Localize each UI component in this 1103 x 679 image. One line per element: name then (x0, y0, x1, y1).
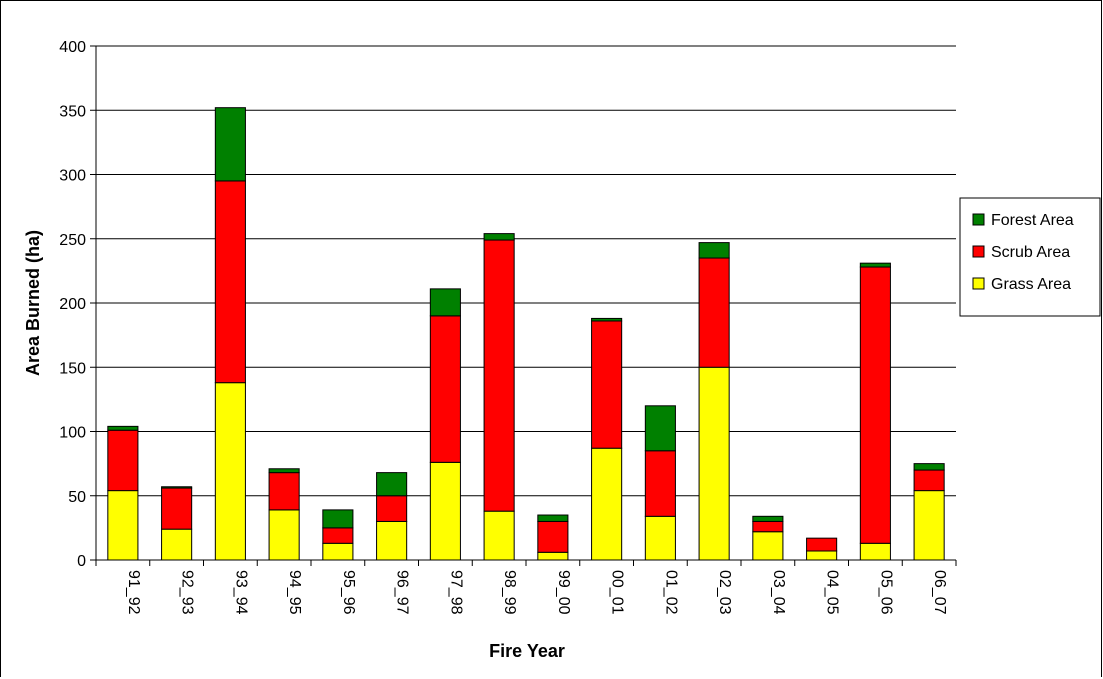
bar-segment (913, 463, 945, 471)
x-tick-label: 97_98 (447, 570, 464, 615)
legend-swatch (972, 213, 985, 226)
tick-labels: 0 50 100 150 200 250 300 350 400 91_92 92_93 93_94 9… (59, 39, 948, 615)
x-tick-label: 02_03 (716, 570, 733, 615)
x-tick-label: 92_93 (179, 570, 196, 615)
x-tick-label: 99_00 (555, 570, 572, 615)
bar-segment (429, 461, 461, 561)
bar-segment (859, 262, 891, 268)
bar-segment (161, 528, 193, 561)
x-tick-label: 91_92 (125, 570, 142, 615)
bar-segment (752, 520, 784, 533)
legend-label: Forest Area (991, 212, 1074, 229)
bar-segment (752, 515, 784, 522)
y-tick-label: 400 (59, 39, 86, 56)
bar-segment (214, 107, 246, 182)
bar-segment (859, 266, 891, 544)
bar-segment (537, 514, 569, 522)
legend-label: Scrub Area (991, 244, 1070, 261)
y-tick-label: 50 (68, 489, 86, 506)
bar-segment (107, 425, 139, 431)
x-tick-label: 03_04 (770, 570, 787, 615)
y-tick-label: 100 (59, 425, 86, 442)
bar-segment (698, 366, 730, 561)
bar-segment (483, 239, 515, 512)
x-tick-label: 96_97 (394, 570, 411, 615)
bar-segment (806, 550, 838, 561)
bar-segment (537, 551, 569, 561)
y-axis-title: Area Burned (ha) (23, 230, 43, 376)
bar-segment (806, 537, 838, 552)
bar-segment (644, 405, 676, 452)
y-tick-label: 350 (59, 103, 86, 120)
bar-segment (913, 469, 945, 492)
legend: Forest Area Scrub Area Grass Area (959, 197, 1101, 317)
bar-segment (644, 515, 676, 561)
bar-segment (698, 257, 730, 368)
bar-segment (322, 542, 354, 561)
bar-segment (483, 233, 515, 241)
bar-segment (644, 450, 676, 517)
legend-label: Grass Area (991, 276, 1071, 293)
x-tick-label: 98_99 (501, 570, 518, 615)
y-tick-label: 0 (77, 553, 86, 570)
bar-segment (376, 472, 408, 497)
bar-segment (591, 320, 623, 449)
bar-segment (268, 509, 300, 561)
bar-segment (322, 527, 354, 544)
bar-segment (483, 510, 515, 561)
bar-segment (214, 180, 246, 384)
x-tick-label: 06_07 (931, 570, 948, 615)
bar-segment (376, 495, 408, 522)
y-tick-label: 250 (59, 232, 86, 249)
bar-segment (322, 509, 354, 529)
y-tick-label: 150 (59, 360, 86, 377)
bar-segment (214, 382, 246, 561)
x-tick-label: 05_06 (877, 570, 894, 615)
bars (107, 107, 945, 561)
bar-segment (859, 542, 891, 561)
x-tick-label: 04_05 (824, 570, 841, 615)
bar-segment (268, 472, 300, 511)
x-tick-label: 00_01 (609, 570, 626, 615)
legend-swatch (972, 277, 985, 290)
bar-segment (268, 468, 300, 474)
bar-segment (376, 520, 408, 561)
y-tick-label: 300 (59, 168, 86, 185)
bar-segment (429, 315, 461, 463)
bar-segment (429, 288, 461, 317)
bar-segment (591, 447, 623, 561)
x-tick-label: 01_02 (662, 570, 679, 615)
bar-segment (698, 242, 730, 259)
axes (95, 46, 957, 566)
legend-swatch (972, 245, 985, 258)
x-tick-label: 94_95 (286, 570, 303, 615)
x-axis-title: Fire Year (489, 641, 565, 661)
bar-segment (107, 490, 139, 561)
bar-segment (161, 487, 193, 530)
bar-segment (537, 520, 569, 553)
bar-segment (591, 317, 623, 322)
x-tick-label: 93_94 (232, 570, 249, 615)
x-tick-label: 95_96 (340, 570, 357, 615)
bar-segment (913, 490, 945, 561)
bar-segment (161, 486, 193, 489)
bar-segment (107, 429, 139, 492)
bar-segment (752, 531, 784, 561)
y-tick-label: 200 (59, 296, 86, 313)
